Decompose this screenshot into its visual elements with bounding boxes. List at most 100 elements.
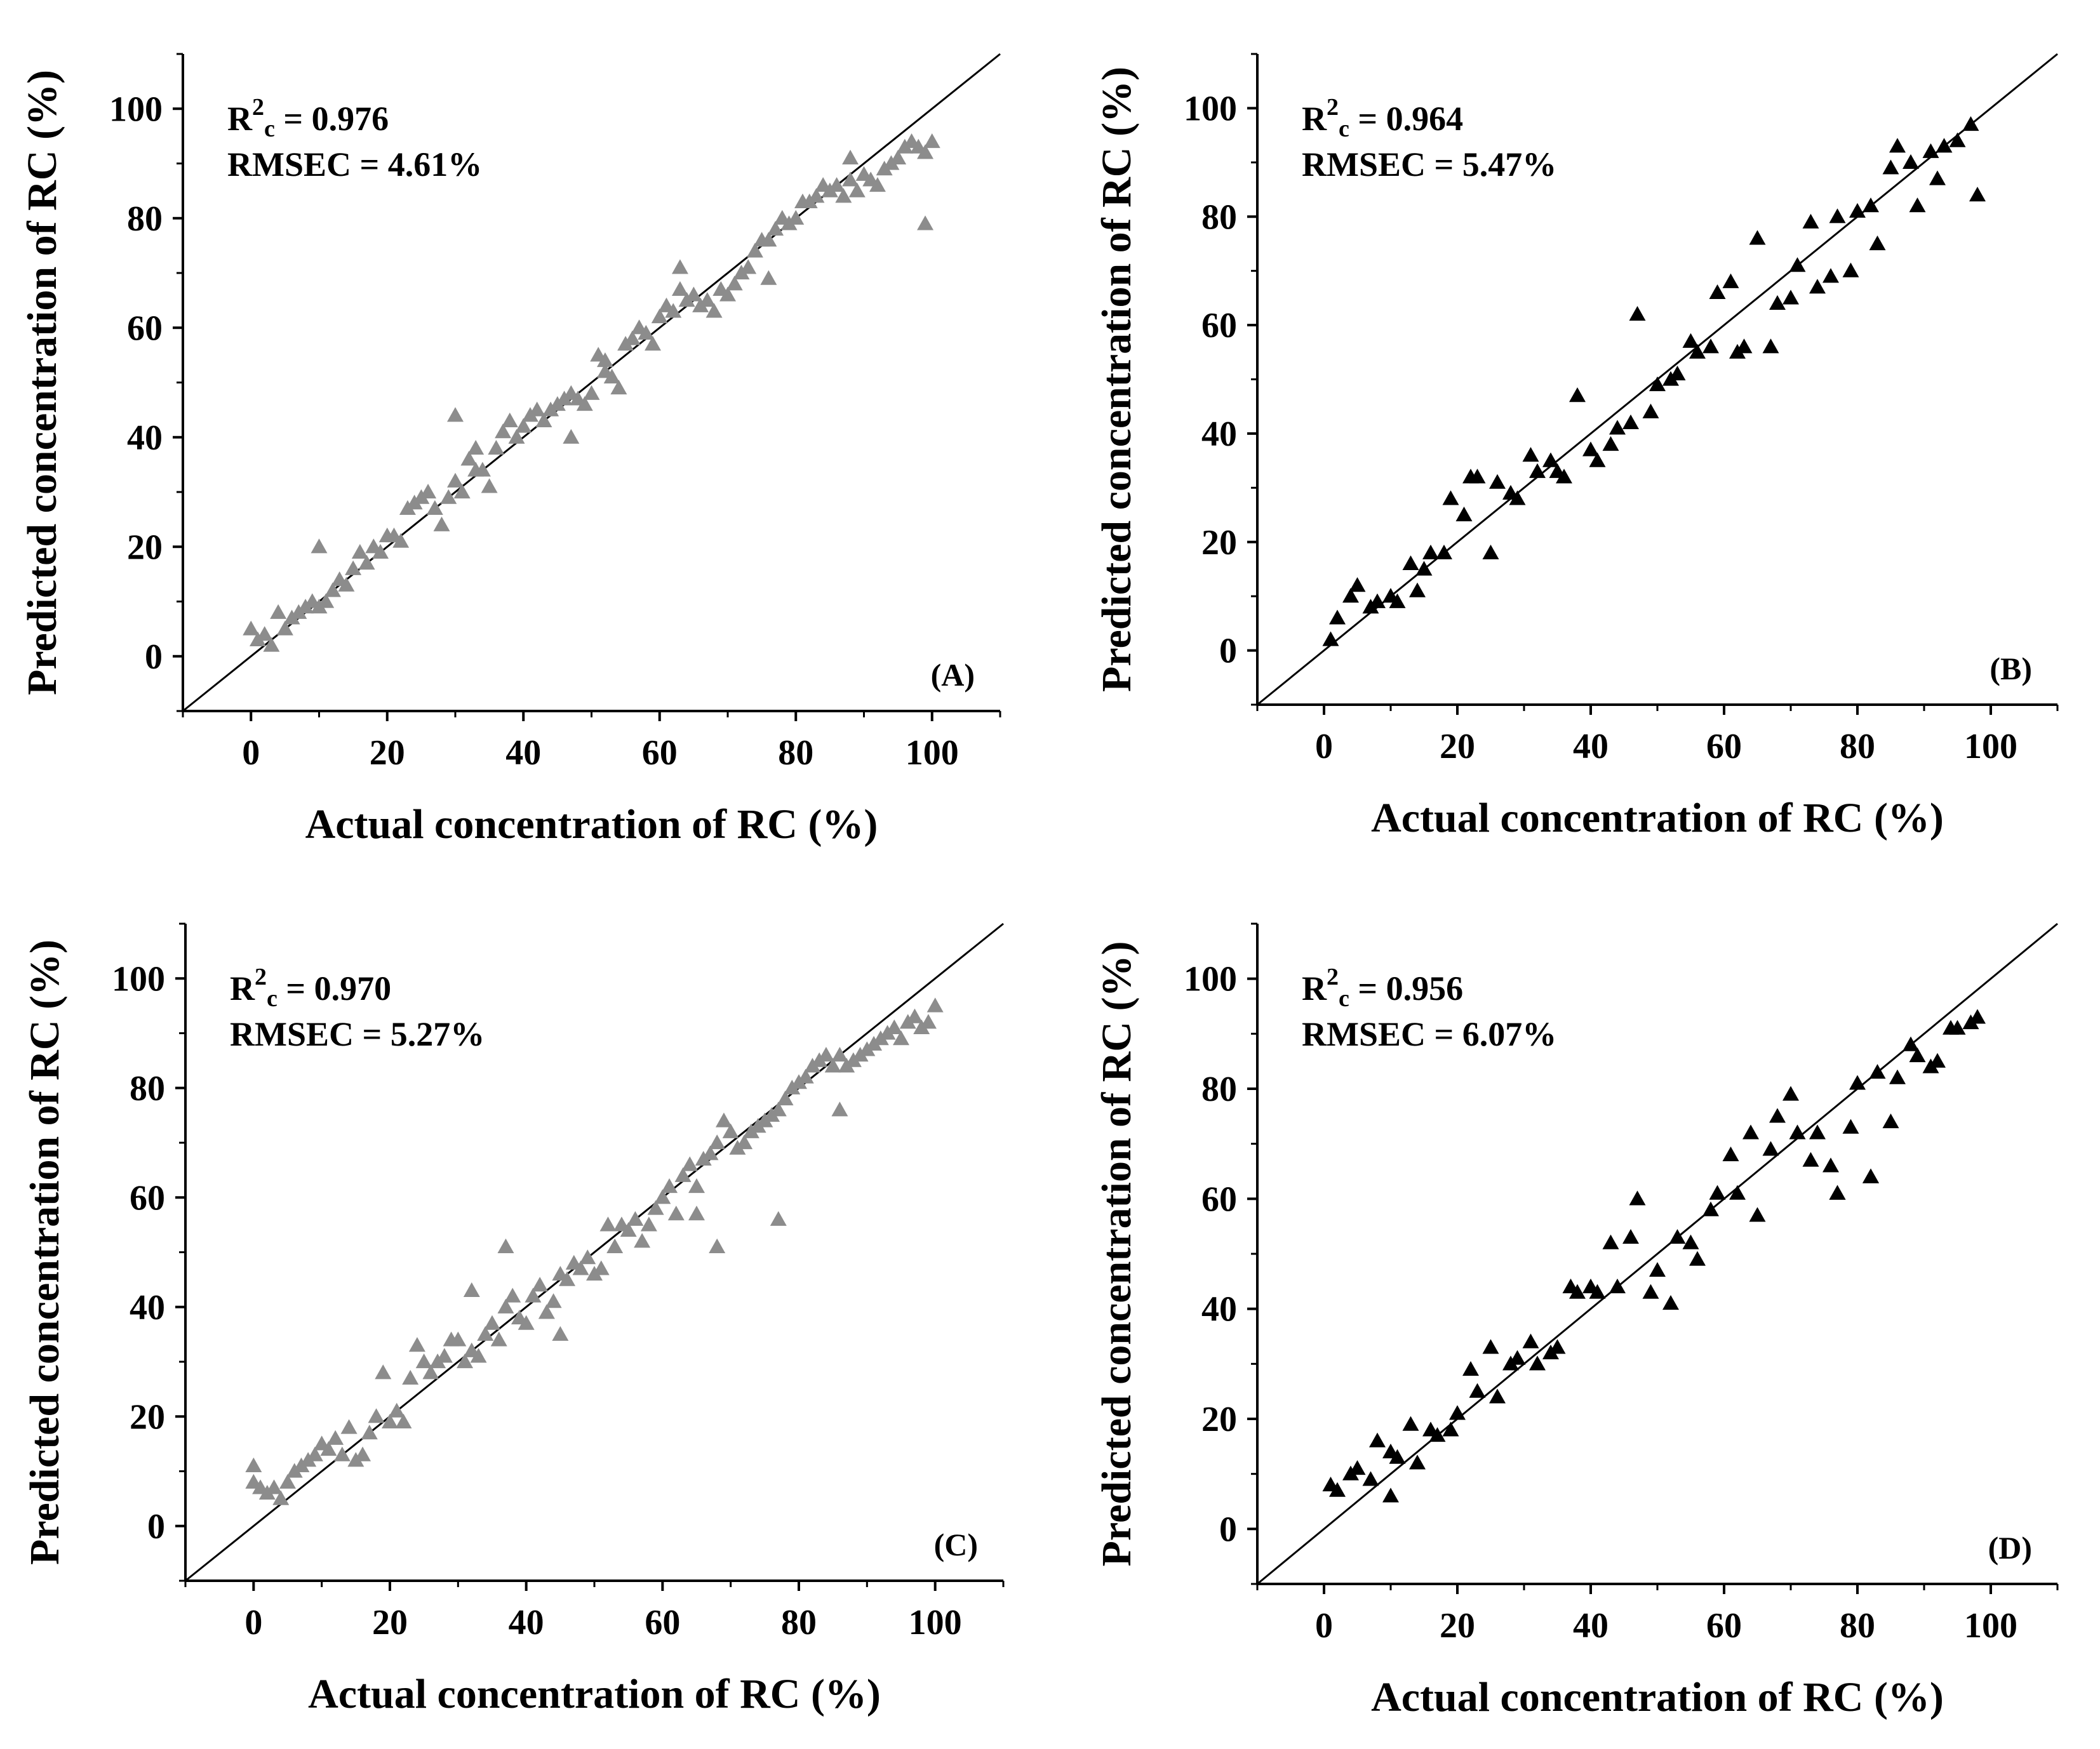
data-point — [1869, 235, 1886, 251]
data-point — [1682, 1234, 1699, 1249]
data-point — [279, 1473, 296, 1489]
data-point — [1362, 1471, 1379, 1486]
data-point — [345, 560, 362, 575]
data-point — [1322, 631, 1339, 646]
data-point — [667, 1206, 685, 1221]
data-point — [1489, 1388, 1506, 1404]
data-point — [1903, 1036, 1919, 1051]
data-point — [583, 385, 600, 400]
y-tick-label: 0 — [145, 637, 163, 677]
y-tick-label: 80 — [127, 199, 163, 239]
x-tick-label: 80 — [778, 733, 813, 773]
data-point — [447, 472, 464, 488]
data-point — [1962, 116, 1979, 131]
data-point — [1849, 203, 1866, 218]
data-point — [1702, 338, 1719, 354]
data-point — [324, 582, 341, 597]
data-point — [1409, 582, 1426, 597]
data-point — [1622, 1229, 1639, 1244]
data-point — [1809, 279, 1826, 294]
data-point — [508, 429, 525, 444]
data-point — [1455, 507, 1473, 522]
x-tick-label: 80 — [1840, 727, 1875, 766]
reference-line — [1257, 922, 2058, 1585]
data-point — [1329, 609, 1346, 625]
data-point — [746, 243, 763, 258]
data-point — [488, 440, 505, 455]
data-point — [388, 1402, 405, 1418]
data-point — [1829, 208, 1846, 223]
data-point — [709, 1134, 726, 1150]
data-point — [1589, 452, 1606, 467]
data-point — [1482, 1339, 1499, 1354]
data-point — [906, 1008, 923, 1023]
data-point — [535, 412, 552, 428]
y-tick-label: 40 — [130, 1288, 165, 1327]
data-point — [504, 1287, 521, 1303]
data-point — [596, 352, 613, 368]
x-tick-label: 20 — [1440, 1606, 1475, 1646]
data-point — [559, 1271, 576, 1286]
data-point — [1769, 295, 1786, 310]
data-point — [1749, 1207, 1766, 1222]
y-tick-label: 80 — [1201, 1070, 1237, 1109]
data-point — [1522, 1333, 1539, 1348]
data-point — [1762, 338, 1779, 354]
data-point — [1442, 490, 1459, 505]
data-point — [1782, 1086, 1799, 1101]
data-point — [681, 1156, 699, 1171]
x-tick-label: 0 — [1315, 727, 1333, 766]
data-point — [770, 1211, 787, 1226]
data-point — [1662, 1295, 1679, 1310]
x-axis-title: Actual concentration of RC (%) — [308, 1671, 881, 1717]
data-point — [610, 380, 627, 395]
data-point — [467, 440, 485, 455]
data-point — [777, 1091, 794, 1106]
data-point — [1415, 561, 1433, 576]
data-point — [770, 1101, 787, 1117]
x-tick-label: 100 — [906, 733, 959, 773]
y-axis-title: Predicted concentration of RC (%) — [22, 940, 68, 1565]
panel-d: 0 20 40 60 80 100 0 20 40 60 80 100 Actual concentra… — [1093, 922, 2059, 1720]
y-tick-label: 100 — [112, 959, 165, 999]
data-point — [1789, 1124, 1806, 1140]
y-axis-title: Predicted concentration of RC (%) — [19, 70, 65, 695]
data-point — [1822, 268, 1839, 283]
data-point — [719, 286, 736, 302]
data-point — [1509, 1350, 1526, 1365]
data-point — [1682, 333, 1699, 348]
data-point — [368, 1408, 385, 1423]
data-point — [338, 576, 355, 592]
data-point — [736, 1134, 753, 1150]
data-point — [460, 451, 478, 466]
x-tick-label: 20 — [372, 1603, 408, 1642]
data-point — [1429, 1427, 1446, 1442]
r2-annotation: R2c = 0.976 — [227, 94, 389, 142]
data-point — [1642, 403, 1659, 418]
rmsec-annotation: RMSEC = 5.47% — [1302, 145, 1556, 183]
r2-symbol: R — [1302, 969, 1327, 1008]
data-point — [715, 1112, 732, 1127]
y-tick-label: 20 — [1201, 523, 1237, 562]
data-point — [760, 270, 777, 285]
y-tick-label: 20 — [130, 1397, 165, 1437]
data-point — [674, 1167, 692, 1182]
data-point — [1842, 1119, 1859, 1134]
x-axis-title: Actual concentration of RC (%) — [305, 801, 878, 848]
data-point — [634, 1233, 651, 1248]
data-point — [420, 484, 437, 499]
data-point — [890, 149, 907, 165]
data-point — [447, 407, 464, 422]
panel-b: 0 20 40 60 80 100 0 20 40 60 80 100 Actual concentra… — [1093, 53, 2059, 841]
data-point — [1869, 1064, 1886, 1079]
data-point — [647, 1200, 664, 1215]
y-tick-label: 80 — [130, 1069, 165, 1108]
y-tick-label: 0 — [1219, 632, 1237, 671]
data-point — [917, 144, 934, 159]
data-point — [1649, 376, 1666, 392]
data-point — [515, 418, 532, 433]
data-point — [1629, 306, 1646, 321]
data-point — [1949, 1020, 1966, 1035]
data-point — [592, 1260, 610, 1275]
data-point — [490, 1331, 507, 1347]
